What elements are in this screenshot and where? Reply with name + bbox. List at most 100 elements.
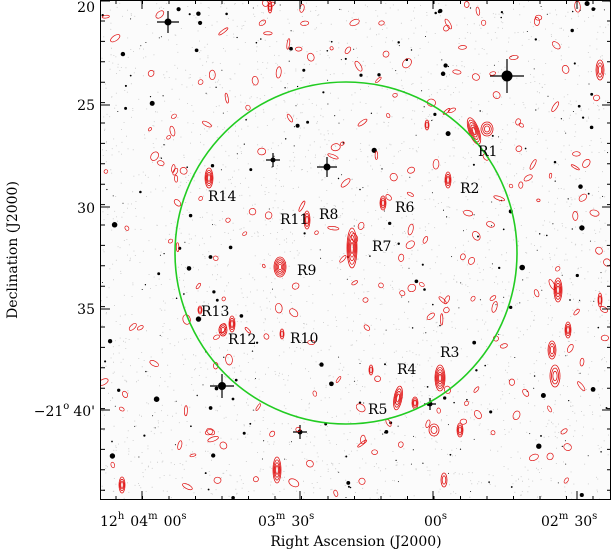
star bbox=[568, 400, 570, 402]
y-arcmin: 40' bbox=[73, 404, 95, 420]
star bbox=[109, 453, 116, 459]
contour-blob bbox=[492, 91, 501, 99]
star bbox=[158, 37, 160, 39]
bright-star bbox=[293, 425, 307, 439]
star bbox=[443, 63, 448, 68]
star bbox=[204, 472, 207, 475]
contour-blob bbox=[432, 158, 440, 170]
contour-blob bbox=[225, 353, 233, 366]
contour-blob bbox=[595, 246, 603, 255]
star bbox=[149, 100, 155, 106]
star bbox=[106, 188, 108, 191]
contour-blob bbox=[197, 79, 204, 85]
star bbox=[291, 441, 292, 443]
contour-blob bbox=[472, 231, 481, 241]
contour-blob bbox=[329, 46, 334, 51]
star bbox=[510, 486, 513, 488]
star bbox=[541, 289, 543, 291]
star bbox=[588, 83, 590, 85]
star bbox=[475, 369, 478, 372]
contour-blob bbox=[295, 46, 303, 52]
star bbox=[359, 73, 363, 77]
star bbox=[514, 356, 516, 359]
field-of-view-circle bbox=[174, 81, 518, 425]
star bbox=[243, 143, 245, 145]
star bbox=[117, 110, 119, 113]
contour-blob bbox=[378, 282, 384, 289]
star bbox=[293, 145, 295, 147]
contour-blob bbox=[473, 386, 480, 393]
contour-blob bbox=[263, 31, 273, 36]
star bbox=[410, 49, 413, 51]
star bbox=[273, 155, 275, 157]
contour-blob bbox=[330, 143, 341, 152]
contour-blob bbox=[339, 255, 347, 263]
contour-source bbox=[549, 364, 561, 388]
contour-blob bbox=[475, 6, 481, 16]
contour-blob bbox=[208, 69, 216, 81]
contour-blob bbox=[100, 378, 109, 386]
star bbox=[466, 398, 468, 401]
star bbox=[242, 431, 246, 435]
star bbox=[424, 35, 427, 38]
contour-blob bbox=[150, 151, 159, 161]
star bbox=[524, 147, 527, 150]
star bbox=[579, 225, 585, 231]
star bbox=[383, 210, 385, 212]
contour-blob bbox=[286, 113, 293, 123]
star bbox=[145, 42, 147, 43]
star bbox=[493, 64, 495, 66]
star bbox=[423, 106, 425, 108]
star bbox=[557, 482, 559, 484]
star bbox=[470, 491, 472, 492]
radio-contours bbox=[100, 0, 611, 497]
contour-source bbox=[553, 277, 563, 303]
contour-blob bbox=[548, 279, 556, 290]
star bbox=[236, 153, 238, 155]
contour-blob bbox=[468, 257, 475, 265]
star bbox=[341, 174, 343, 176]
contour-blob bbox=[371, 449, 378, 455]
contour-blob bbox=[548, 172, 553, 179]
star bbox=[597, 326, 600, 329]
star bbox=[488, 481, 490, 483]
contour-source bbox=[197, 305, 203, 315]
star bbox=[101, 281, 104, 284]
star bbox=[337, 177, 340, 180]
contour-blob bbox=[471, 73, 480, 81]
star bbox=[560, 118, 563, 120]
contour-blob bbox=[563, 477, 569, 484]
star bbox=[438, 8, 443, 13]
star bbox=[587, 455, 589, 457]
star bbox=[607, 152, 609, 154]
contour-source bbox=[424, 119, 430, 131]
contour-blob bbox=[490, 430, 496, 436]
region-label: R12 bbox=[228, 332, 256, 348]
star bbox=[590, 387, 596, 392]
star bbox=[207, 488, 210, 491]
star bbox=[535, 109, 537, 111]
star bbox=[107, 339, 113, 344]
contour-blob bbox=[314, 230, 319, 235]
star bbox=[410, 463, 412, 465]
star bbox=[500, 16, 503, 19]
region-label: R7 bbox=[372, 239, 391, 255]
star bbox=[590, 92, 594, 96]
star bbox=[327, 79, 329, 81]
star bbox=[491, 201, 493, 203]
contour-blob bbox=[166, 135, 171, 140]
star bbox=[211, 453, 216, 458]
contour-blob bbox=[128, 323, 137, 331]
contour-blob bbox=[402, 58, 412, 69]
region-label: R6 bbox=[395, 200, 415, 216]
region-label: R11 bbox=[280, 212, 308, 228]
contour-blob bbox=[572, 211, 579, 221]
bright-star bbox=[266, 153, 280, 167]
star bbox=[293, 126, 295, 128]
star bbox=[502, 13, 504, 15]
contour-blob bbox=[357, 439, 368, 448]
star bbox=[353, 225, 355, 227]
contour-blob bbox=[486, 221, 495, 228]
region-labels: R1 R2 R3 R4 R5 R6 R7 R8 R9 R10 R11 R12 R13 R14 bbox=[201, 144, 497, 418]
contour-blob bbox=[529, 159, 537, 170]
